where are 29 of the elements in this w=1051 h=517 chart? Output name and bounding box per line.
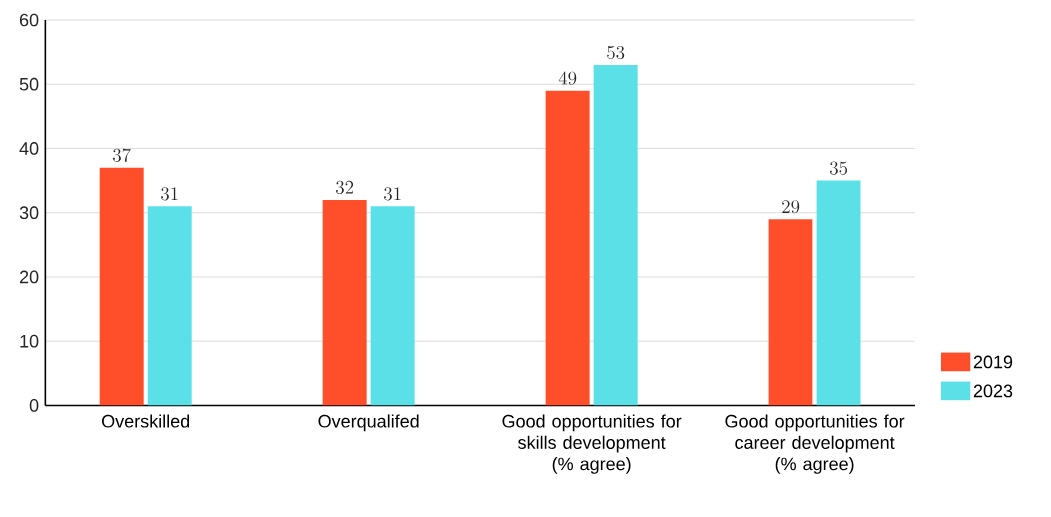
x-tick-label: Good opportunities for skills development (% agree) [502,414,682,474]
legend-label: 2023 [973,384,1013,398]
bar [147,206,192,406]
data-label: 32 [336,180,354,194]
x-tick-label: Overskilled [102,414,190,428]
bar [593,64,638,406]
bar [99,167,144,406]
bar [545,90,590,406]
legend-label: 2019 [973,355,1013,369]
bar [768,218,813,406]
data-label: 29 [782,199,800,214]
bar [816,180,861,406]
y-tick-label: 50 [19,77,39,91]
data-label: 31 [384,187,401,201]
data-label: 53 [607,45,625,59]
y-tick-label: 60 [19,13,39,27]
data-label: 31 [161,187,178,201]
y-tick-label: 0 [29,398,39,412]
y-tick-label: 10 [20,334,39,348]
y-tick-label: 40 [19,141,39,155]
y-tick-label: 20 [19,270,39,284]
x-tick-label: Good opportunities for career development (% agree) [725,414,905,474]
bar [322,199,367,406]
x-tick-label: Overqualifed [318,414,419,431]
data-label: 35 [830,161,848,175]
data-label: 49 [558,71,577,85]
y-tick-label: 30 [19,206,39,219]
data-label: 37 [113,148,131,162]
bar [370,206,415,406]
